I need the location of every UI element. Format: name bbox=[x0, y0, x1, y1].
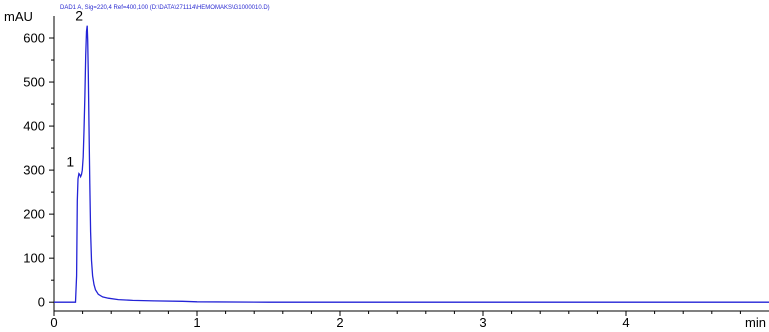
y-tick-label: 100 bbox=[23, 251, 45, 266]
y-tick-label: 200 bbox=[23, 207, 45, 222]
y-tick-label: 0 bbox=[38, 295, 45, 310]
x-tick-label: 1 bbox=[193, 315, 200, 330]
x-tick-label: 3 bbox=[479, 315, 486, 330]
peak-label: 2 bbox=[75, 8, 83, 24]
chart-title: DAD1 A, Sig=220,4 Ref=400,100 (D:\DATA\2… bbox=[60, 5, 270, 11]
x-tick-label: 0 bbox=[50, 315, 57, 330]
y-axis-label: mAU bbox=[4, 9, 33, 24]
x-tick-label: 2 bbox=[336, 315, 343, 330]
chromatogram-trace bbox=[54, 25, 769, 303]
y-tick-label: 300 bbox=[23, 163, 45, 178]
peak-label: 1 bbox=[66, 153, 74, 169]
x-axis-label: min bbox=[745, 315, 766, 330]
x-tick-label: 4 bbox=[622, 315, 629, 330]
y-tick-label: 400 bbox=[23, 119, 45, 134]
y-tick-label: 600 bbox=[23, 31, 45, 46]
y-tick-label: 500 bbox=[23, 75, 45, 90]
